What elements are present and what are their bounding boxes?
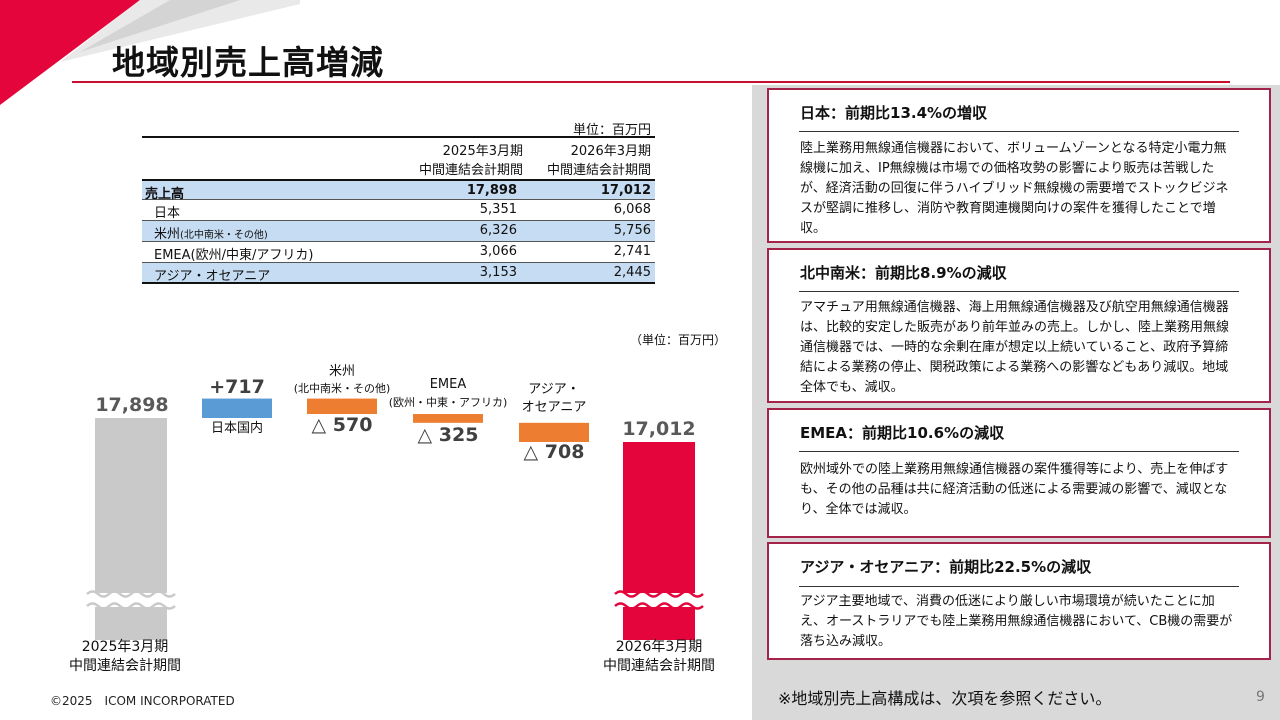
table-header-2025-line2: 中間連結会計期間 — [418, 163, 523, 178]
footer-note: ※地域別売上高構成は、次項を参照ください。 — [778, 689, 1112, 708]
card-divider — [799, 131, 1239, 132]
table-header-2026-line2: 中間連結会計期間 — [546, 163, 651, 178]
row-value-2025: 17,898 — [466, 183, 517, 198]
page-title: 地域別売上高増減 — [112, 43, 384, 82]
title-divider — [72, 81, 1230, 83]
category-label-step-4-line1: アジア・ — [528, 382, 580, 397]
table-header-2025-line1: 2025年3月期 — [442, 144, 523, 159]
table-row-japan: 日本 5,351 6,068 — [142, 200, 655, 221]
table-row-asia-oceania: アジア・オセアニア 3,153 2,445 — [142, 263, 655, 284]
card-divider — [799, 586, 1239, 587]
category-label-step-2-line1: 米州 — [328, 364, 355, 379]
card-divider — [799, 451, 1239, 452]
card-divider — [799, 291, 1239, 292]
card-body: 陸上業務用無線通信機器において、ボリュームゾーンとなる特定小電力無線機に加え、I… — [800, 141, 1229, 236]
row-value-2026: 2,741 — [613, 244, 651, 259]
card-body: 欧州域外での陸上業務用無線通信機器の案件獲得等により、売上を伸ばすも、その他の品… — [800, 462, 1229, 517]
category-label-step-3-line2: (欧州・中東・アフリカ) — [388, 396, 508, 409]
card-title: アジア・オセアニア：前期比22.5%の減収 — [800, 558, 1092, 576]
bar-end-2026 — [623, 442, 695, 640]
category-label-step-1: 日本国内 — [210, 421, 263, 436]
row-value-2026: 2,445 — [613, 265, 651, 280]
axis-break-end — [614, 590, 704, 610]
card-title: EMEA：前期比10.6%の減収 — [800, 424, 1005, 442]
value-label-step-2: △ 570 — [311, 414, 373, 436]
table-unit: 単位：百万円 — [572, 123, 651, 138]
value-label-end: 17,012 — [622, 418, 696, 440]
bar-step-4 — [519, 422, 589, 442]
card-title: 北中南米：前期比8.9%の減収 — [800, 264, 1007, 282]
bar-step-2 — [307, 398, 377, 415]
row-label-sub: (北中南米・その他) — [180, 230, 268, 241]
row-value-2025: 6,326 — [479, 223, 517, 238]
row-value-2025: 3,153 — [479, 265, 517, 280]
page-number: 9 — [1256, 689, 1265, 705]
row-label: アジア・オセアニア — [154, 269, 271, 284]
card-body: アマチュア用無線通信機器、海上用無線通信機器及び航空用無線通信機器は、比較的安定… — [800, 300, 1230, 395]
bar-step-3 — [413, 414, 483, 423]
row-value-2025: 3,066 — [479, 244, 517, 259]
row-label: 米州(北中南米・その他) — [154, 223, 268, 242]
table-row-americas: 米州(北中南米・その他) 6,326 5,756 — [142, 221, 655, 242]
category-label-start-line1: 2025年3月期 — [81, 639, 169, 655]
row-label: 売上高 — [145, 187, 185, 202]
row-value-2026: 17,012 — [600, 183, 651, 198]
card-north-south-america: 北中南米：前期比8.9%の減収 アマチュア用無線通信機器、海上用無線通信機器及び… — [767, 248, 1271, 403]
row-value-2026: 6,068 — [613, 202, 651, 217]
bar-step-1 — [202, 398, 272, 418]
row-label-main: 米州 — [154, 227, 181, 242]
table-header-2026-line1: 2026年3月期 — [570, 144, 651, 159]
card-body: アジア主要地域で、消費の低迷により厳しい市場環境が続いたことに加え、オーストラリ… — [800, 594, 1233, 649]
copyright: ©2025 ICOM INCORPORATED — [50, 694, 235, 708]
card-japan: 日本：前期比13.4%の増収 陸上業務用無線通信機器において、ボリュームゾーンと… — [767, 88, 1271, 243]
value-label-step-3: △ 325 — [417, 424, 479, 446]
chart-unit: （単位：百万円） — [630, 333, 727, 347]
category-label-end-line2: 中間連結会計期間 — [603, 658, 715, 674]
value-label-step-1: +717 — [209, 376, 265, 398]
row-value-2026: 5,756 — [613, 223, 651, 238]
card-title: 日本：前期比13.4%の増収 — [800, 104, 988, 122]
row-label: EMEA(欧州/中東/アフリカ) — [154, 248, 314, 263]
card-emea: EMEA：前期比10.6%の減収 欧州域外での陸上業務用無線通信機器の案件獲得等… — [767, 408, 1271, 538]
row-label: 日本 — [154, 206, 181, 221]
category-label-start-line2: 中間連結会計期間 — [69, 658, 181, 674]
category-label-step-2-line2: (北中南米・その他) — [293, 382, 391, 395]
value-label-step-4: △ 708 — [523, 441, 585, 463]
table-row-emea: EMEA(欧州/中東/アフリカ) 3,066 2,741 — [142, 242, 655, 263]
value-label-start: 17,898 — [95, 394, 169, 416]
sales-table: 単位：百万円 2025年3月期 2026年3月期 中間連結会計期間 中間連結会計… — [142, 116, 655, 284]
axis-break-start — [86, 590, 176, 610]
table-row-total: 売上高 17,898 17,012 — [142, 179, 655, 202]
category-label-step-3-line1: EMEA — [429, 377, 467, 392]
category-label-end-line1: 2026年3月期 — [615, 639, 703, 655]
category-label-step-4-line2: オセアニア — [521, 400, 587, 415]
card-asia-oceania: アジア・オセアニア：前期比22.5%の減収 アジア主要地域で、消費の低迷により厳… — [767, 542, 1271, 660]
row-value-2025: 5,351 — [479, 202, 517, 217]
corner-decoration — [0, 0, 300, 105]
waterfall-chart — [86, 398, 704, 640]
